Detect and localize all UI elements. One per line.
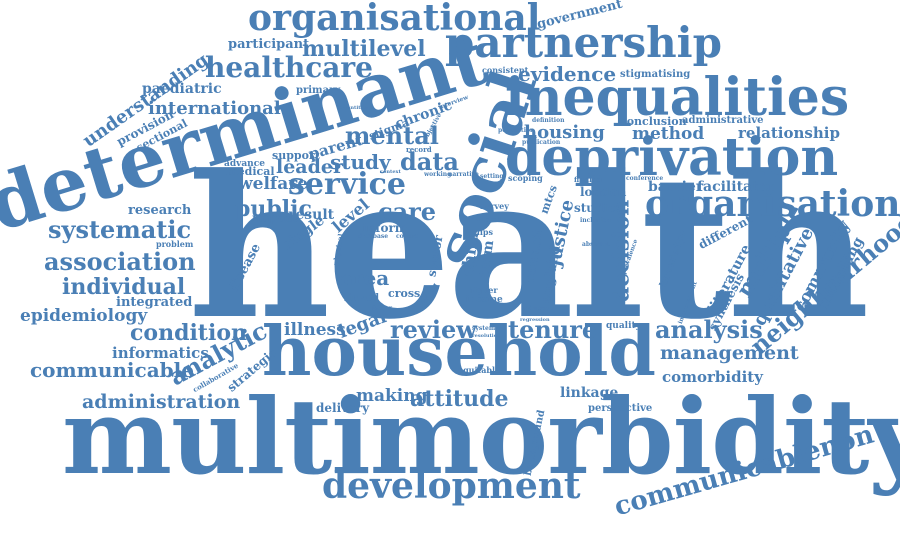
- word-quantitative: quantitative: [340, 105, 375, 111]
- word-impact: impact: [252, 211, 299, 225]
- word-regression: regression: [520, 317, 550, 323]
- word-paediatric: paediatric: [142, 81, 222, 97]
- word-cross: cross: [388, 287, 421, 300]
- word-association: association: [44, 247, 196, 276]
- word-household: household: [262, 312, 656, 392]
- word-conclusion: conclusion: [620, 115, 687, 128]
- word-tenure: tenure: [508, 315, 598, 344]
- word-result: result: [288, 207, 335, 223]
- word-definition: definition: [532, 117, 565, 124]
- word-local: local: [482, 215, 501, 224]
- word-method: method: [632, 124, 705, 144]
- word-facilitator: facilitator: [697, 179, 776, 195]
- word-scoping: scoping: [508, 173, 543, 183]
- word-linked: linked: [344, 293, 380, 304]
- word-finding: finding: [574, 175, 602, 184]
- word-review: review: [390, 315, 477, 344]
- word-public: public: [235, 196, 312, 222]
- word-research: research: [128, 203, 192, 218]
- word-evidence: evidence: [518, 62, 617, 86]
- word-area: area: [340, 266, 390, 290]
- word-welfare: welfare: [238, 174, 309, 194]
- word-medical: medical: [226, 165, 275, 178]
- word-comorbidity: comorbidity: [662, 368, 763, 386]
- word-making: making: [356, 386, 428, 406]
- word-population: population: [498, 127, 535, 134]
- word-inclusion: inclusion: [580, 217, 611, 224]
- word-organisation: organisation: [645, 183, 900, 225]
- word-mental: mental: [345, 121, 439, 150]
- word-communicable: communicable: [30, 358, 194, 382]
- word-development: development: [322, 465, 581, 507]
- word-organisational: organisational: [248, 0, 541, 39]
- word-integrated: integrated: [116, 295, 193, 310]
- word-record: record: [406, 145, 432, 154]
- word-individual: individual: [62, 274, 186, 300]
- word-inform: inform: [362, 221, 408, 235]
- word-studies: studies: [574, 201, 623, 215]
- word-epidemiology: epidemiology: [20, 306, 148, 326]
- word-barrier: barrier: [648, 179, 704, 195]
- word-informatics: informatics: [112, 344, 209, 362]
- word-multilevel: multilevel: [302, 36, 426, 62]
- word-care: care: [378, 197, 437, 226]
- word-attitude: attitude: [410, 386, 509, 412]
- word-income: income: [466, 295, 503, 305]
- word-leader: leader: [276, 156, 344, 178]
- word-illness: illness: [284, 320, 346, 340]
- word-stigmatising: stigmatising: [620, 69, 691, 80]
- word-participant: participant: [228, 37, 310, 52]
- word-setting: setting: [480, 173, 504, 180]
- word-study: study: [330, 150, 391, 174]
- word-administration: administration: [82, 391, 241, 413]
- word-survey: survey: [480, 201, 509, 211]
- word-multimorbidity: multimorbidity: [62, 375, 900, 498]
- word-service: service: [288, 167, 406, 202]
- word-hips: hips: [474, 227, 493, 237]
- word-quality: quality: [606, 321, 641, 331]
- word-systematic: systematic: [48, 215, 192, 244]
- word-database: database: [358, 233, 389, 240]
- word-conference: conference: [626, 175, 664, 182]
- word-advance: advance: [224, 159, 265, 169]
- word-higher: higher: [468, 285, 498, 295]
- word-inequalities: inequalities: [505, 67, 850, 128]
- word-primary: primary: [296, 85, 341, 96]
- word-equitable: equitable: [458, 365, 501, 375]
- word-linkage: linkage: [560, 385, 619, 401]
- word-administrative: administrative: [682, 115, 764, 126]
- word-problem: problem: [156, 239, 194, 249]
- word-resolution: resolution: [472, 333, 501, 339]
- word-working: working: [424, 171, 452, 178]
- word-narrative: narrative: [448, 171, 479, 178]
- word-cohort: cohort: [396, 233, 418, 240]
- word-london: london: [580, 185, 627, 199]
- word-data: data: [400, 147, 459, 176]
- word-partnership: partnership: [445, 18, 722, 67]
- word-international: international: [148, 98, 281, 119]
- word-factor: factor: [372, 305, 393, 312]
- word-healthcare: healthcare: [205, 51, 373, 84]
- word-health: health: [188, 133, 870, 363]
- word-condition: condition: [130, 320, 247, 346]
- word-deprivation: deprivation: [505, 127, 839, 188]
- word-perspective: perspective: [588, 403, 653, 414]
- word-influence: influence: [522, 305, 554, 312]
- word-delivery: delivery: [316, 401, 370, 415]
- word-system: system: [472, 325, 496, 332]
- word-context: context: [380, 169, 401, 175]
- word-support: support: [272, 149, 320, 162]
- word-analysis: analysis: [655, 315, 763, 344]
- word-consistent: consistent: [482, 65, 529, 75]
- word-housing: housing: [524, 122, 605, 143]
- word-publication: publication: [522, 139, 561, 146]
- word-management: management: [660, 342, 799, 364]
- word-relationship: relationship: [738, 124, 840, 142]
- word-abstract: abstract: [582, 241, 610, 248]
